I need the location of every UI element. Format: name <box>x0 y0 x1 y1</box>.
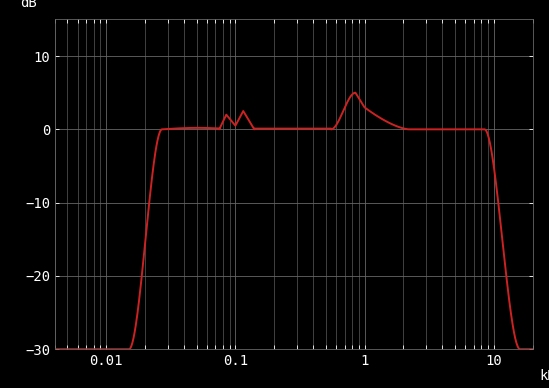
Y-axis label: dB: dB <box>20 0 37 10</box>
X-axis label: kHz: kHz <box>539 369 549 383</box>
